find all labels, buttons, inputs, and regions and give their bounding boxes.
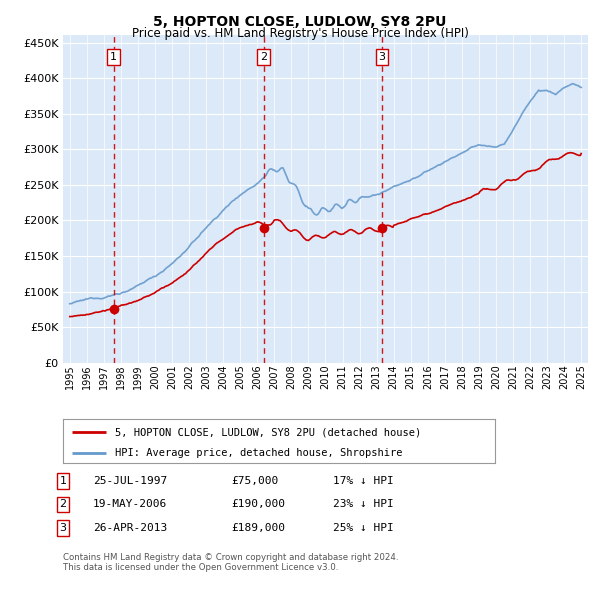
Text: 25% ↓ HPI: 25% ↓ HPI [333,523,394,533]
Text: 1: 1 [110,52,117,62]
Text: £190,000: £190,000 [231,500,285,509]
Text: £189,000: £189,000 [231,523,285,533]
Text: Contains HM Land Registry data © Crown copyright and database right 2024.: Contains HM Land Registry data © Crown c… [63,553,398,562]
Text: 5, HOPTON CLOSE, LUDLOW, SY8 2PU (detached house): 5, HOPTON CLOSE, LUDLOW, SY8 2PU (detach… [115,427,421,437]
Text: £75,000: £75,000 [231,476,278,486]
Text: 25-JUL-1997: 25-JUL-1997 [93,476,167,486]
Text: This data is licensed under the Open Government Licence v3.0.: This data is licensed under the Open Gov… [63,563,338,572]
Text: 17% ↓ HPI: 17% ↓ HPI [333,476,394,486]
Text: 1: 1 [59,476,67,486]
Text: 3: 3 [59,523,67,533]
Text: HPI: Average price, detached house, Shropshire: HPI: Average price, detached house, Shro… [115,448,403,458]
Text: Price paid vs. HM Land Registry's House Price Index (HPI): Price paid vs. HM Land Registry's House … [131,27,469,40]
Text: 5, HOPTON CLOSE, LUDLOW, SY8 2PU: 5, HOPTON CLOSE, LUDLOW, SY8 2PU [154,15,446,29]
Text: 2: 2 [260,52,268,62]
Text: 23% ↓ HPI: 23% ↓ HPI [333,500,394,509]
Text: 26-APR-2013: 26-APR-2013 [93,523,167,533]
Text: 19-MAY-2006: 19-MAY-2006 [93,500,167,509]
Text: 3: 3 [379,52,386,62]
Text: 2: 2 [59,500,67,509]
